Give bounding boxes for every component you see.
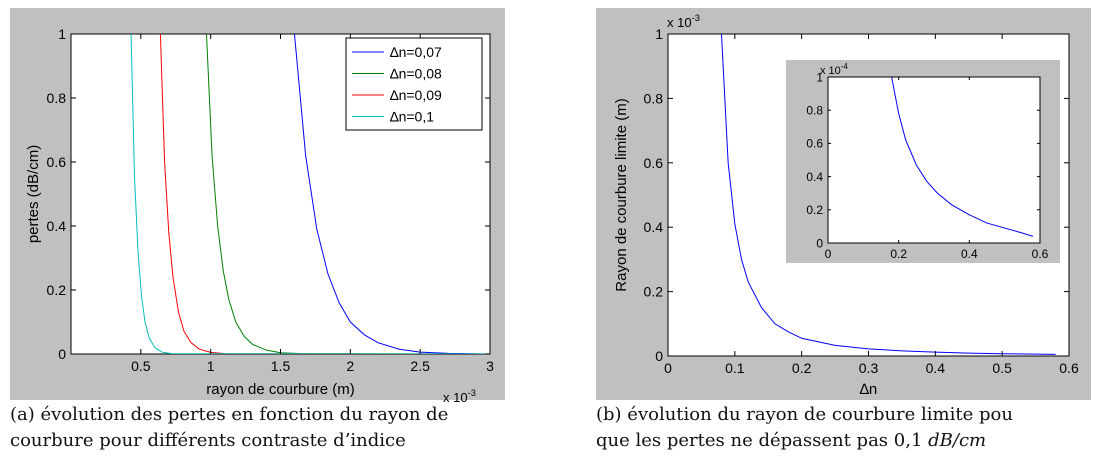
caption-a: (a) évolution des pertes en fonction du … bbox=[10, 402, 505, 454]
chart-b-inset-y-tick-label: 0.8 bbox=[806, 104, 823, 118]
chart-b-inset-series-line bbox=[891, 77, 1034, 237]
chart-a-x-tick-label: 2.5 bbox=[410, 358, 430, 374]
chart-b-inset-plot-area bbox=[827, 76, 1041, 244]
chart-b-y-tick-label: 0.2 bbox=[644, 284, 664, 300]
chart-b-inset-y-tick-label: 1 bbox=[816, 70, 823, 84]
caption-b: (b) évolution du rayon de courbure limit… bbox=[596, 402, 1107, 454]
caption-a-line2: courbure pour différents contraste d’ind… bbox=[10, 430, 406, 451]
chart-b-x-tick-label: 0.2 bbox=[792, 360, 812, 376]
chart-a-y-axis-label: pertes (dB/cm) bbox=[25, 145, 42, 243]
chart-a-x-tick-label: 3 bbox=[486, 358, 494, 374]
chart-b-x-tick-label: 0.5 bbox=[992, 360, 1012, 376]
chart-a-series-line bbox=[293, 34, 490, 354]
chart-a-legend-label: ∆n=0,09 bbox=[390, 87, 442, 103]
chart-a-y-tick-label: 0.8 bbox=[47, 90, 67, 106]
chart-a-x-tick-label: 1.5 bbox=[271, 358, 291, 374]
chart-a-x-tick-label: 2 bbox=[346, 358, 354, 374]
chart-b-panel: 0 0.1 0.2 0.3 0.4 0.5 0.6 0 0.2 0.4 0.6 0.8 1 ∆n Rayon… bbox=[596, 8, 1091, 400]
chart-b-inset-y-tick-label: 0.4 bbox=[806, 170, 823, 184]
chart-a-x-axis-label: rayon de courbure (m) bbox=[206, 381, 354, 398]
chart-a-legend-label: ∆n=0,08 bbox=[390, 66, 442, 82]
chart-a-panel: 0.5 1 1.5 2 2.5 3 0 0.2 0.4 0.6 0.8 1 rayon de courb… bbox=[10, 8, 505, 405]
chart-b-x-tick-label: 0.1 bbox=[725, 360, 745, 376]
chart-b-inset-x-tick-label: 0 bbox=[825, 247, 832, 261]
caption-b-unit: dB/cm bbox=[928, 430, 987, 451]
chart-b-y-axis-label: Rayon de courbure limite (m) bbox=[613, 98, 630, 291]
chart-b-inset-y-tick-label: 0.2 bbox=[806, 203, 823, 217]
chart-b-x-tick-label: 0.4 bbox=[926, 360, 946, 376]
chart-b-inset-x-tick-label: 0.2 bbox=[890, 247, 907, 261]
chart-a-legend-label: ∆n=0,07 bbox=[390, 44, 442, 60]
caption-b-line1: (b) évolution du rayon de courbure limit… bbox=[596, 404, 1013, 425]
chart-a-x-tick-label: 0.5 bbox=[131, 358, 151, 374]
chart-b-inset-y-multiplier: x 10-4 bbox=[820, 62, 848, 77]
chart-b-x-tick-label: 0.6 bbox=[1059, 360, 1079, 376]
chart-b-inset-x-tick-label: 0.4 bbox=[961, 247, 978, 261]
chart-b-x-axis-label: ∆n bbox=[860, 381, 878, 398]
caption-b-line2-text: que les pertes ne dépassent pas 0,1 bbox=[596, 430, 929, 451]
chart-b-x-tick-label: 0 bbox=[664, 360, 672, 376]
chart-b-inset-x-tick-label: 0.6 bbox=[1032, 247, 1049, 261]
caption-a-line1: (a) évolution des pertes en fonction du … bbox=[10, 404, 449, 425]
chart-a-x-multiplier: x 10-3 bbox=[443, 388, 476, 405]
chart-a-series-line bbox=[130, 34, 490, 354]
chart-a-legend-box bbox=[345, 37, 483, 131]
chart-a-y-tick-label: 0.2 bbox=[47, 282, 67, 298]
chart-a-y-tick-label: 1 bbox=[58, 26, 66, 42]
chart-b-inset-y-tick-label: 0.6 bbox=[806, 137, 823, 151]
chart-a-legend-label: ∆n=0,1 bbox=[390, 109, 434, 125]
chart-a-y-tick-label: 0.4 bbox=[47, 218, 67, 234]
chart-b-y-tick-label: 0.6 bbox=[644, 155, 664, 171]
chart-b-y-tick-label: 0.4 bbox=[644, 219, 664, 235]
chart-b-y-tick-label: 1 bbox=[655, 26, 663, 42]
chart-b-y-multiplier: x 10-3 bbox=[667, 13, 700, 30]
chart-a-y-tick-label: 0 bbox=[58, 346, 66, 362]
chart-a-series-line bbox=[205, 34, 490, 354]
chart-b-series-line bbox=[720, 34, 1056, 355]
chart-b-inset-y-tick-label: 0 bbox=[816, 236, 823, 250]
chart-b-y-tick-label: 0 bbox=[655, 348, 663, 364]
chart-a-x-tick-label: 1 bbox=[207, 358, 215, 374]
caption-b-line2: que les pertes ne dépassent pas 0,1 dB/c… bbox=[596, 428, 1107, 454]
chart-a-y-tick-label: 0.6 bbox=[47, 154, 67, 170]
chart-b-y-tick-label: 0.8 bbox=[644, 90, 664, 106]
chart-b-x-tick-label: 0.3 bbox=[859, 360, 879, 376]
chart-a-series-line bbox=[159, 34, 490, 354]
